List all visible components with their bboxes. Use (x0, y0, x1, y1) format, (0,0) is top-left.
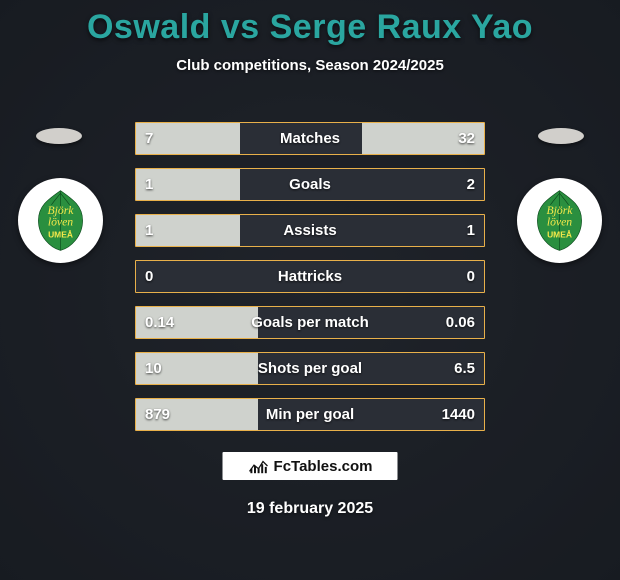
page-title: Oswald vs Serge Raux Yao (0, 0, 620, 47)
svg-text:Björk: Björk (547, 204, 574, 217)
svg-text:UMEÅ: UMEÅ (48, 229, 73, 239)
stat-metric: Min per goal (135, 398, 485, 431)
stat-row: 0Hattricks0 (135, 260, 485, 293)
stat-row: 7Matches32 (135, 122, 485, 155)
stat-row: 0.14Goals per match0.06 (135, 306, 485, 339)
stat-metric: Goals per match (135, 306, 485, 339)
stat-value-right: 1440 (442, 398, 475, 431)
stat-metric: Shots per goal (135, 352, 485, 385)
player-avatar-left (36, 128, 82, 144)
site-logo-text: FcTables.com (274, 458, 373, 475)
svg-text:Björk: Björk (48, 204, 75, 217)
club-crest-left: Björk löven UMEÅ (18, 178, 103, 263)
stat-metric: Matches (135, 122, 485, 155)
stat-metric: Assists (135, 214, 485, 247)
stat-row: 1Goals2 (135, 168, 485, 201)
stat-value-right: 0.06 (446, 306, 475, 339)
stat-row: 1Assists1 (135, 214, 485, 247)
stat-value-right: 0 (467, 260, 475, 293)
stat-row: 879Min per goal1440 (135, 398, 485, 431)
svg-text:löven: löven (547, 216, 572, 229)
site-logo-icon (248, 457, 270, 475)
player-avatar-right (538, 128, 584, 144)
svg-text:UMEÅ: UMEÅ (547, 229, 572, 239)
subtitle: Club competitions, Season 2024/2025 (0, 57, 620, 74)
date-label: 19 february 2025 (0, 500, 620, 518)
stat-value-right: 1 (467, 214, 475, 247)
stat-metric: Goals (135, 168, 485, 201)
stat-row: 10Shots per goal6.5 (135, 352, 485, 385)
stat-metric: Hattricks (135, 260, 485, 293)
stat-value-right: 2 (467, 168, 475, 201)
stat-value-right: 6.5 (454, 352, 475, 385)
club-crest-right: Björk löven UMEÅ (517, 178, 602, 263)
svg-text:löven: löven (48, 216, 73, 229)
stats-table: 7Matches321Goals21Assists10Hattricks00.1… (135, 122, 485, 444)
stat-value-right: 32 (458, 122, 475, 155)
site-logo: FcTables.com (223, 452, 398, 480)
